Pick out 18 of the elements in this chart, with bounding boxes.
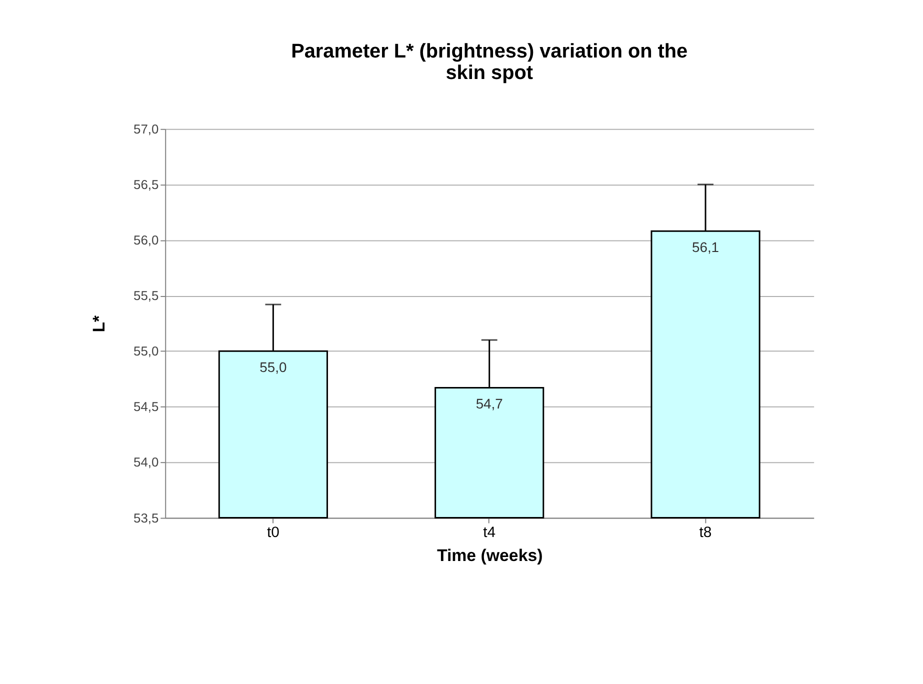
y-tick-label: 56,5 [134, 176, 159, 192]
y-tick-label: 55,0 [134, 344, 159, 359]
data-label: 54,7 [476, 396, 504, 412]
text: Parameter L* (brightness) variation on the [291, 40, 688, 62]
x-tick-label: t4 [483, 525, 496, 542]
y-tick-label: 54,0 [134, 454, 159, 470]
y-tick-label: 56,0 [134, 232, 159, 248]
x-tick-label: t8 [699, 525, 712, 542]
y-tick-label: 53,5 [134, 510, 159, 526]
x-tick-label: t0 [266, 525, 280, 542]
x-axis-title: Time (weeks) [436, 546, 543, 566]
y-tick-label: 55,5 [134, 288, 159, 304]
data-label: 56,1 [692, 238, 720, 255]
y-axis-title: L* [90, 314, 109, 332]
y-tick-label: 54,5 [134, 399, 159, 414]
y-tick-label: 57,0 [134, 121, 159, 136]
data-label: 55,0 [260, 359, 287, 375]
text: skin spot [446, 62, 533, 84]
